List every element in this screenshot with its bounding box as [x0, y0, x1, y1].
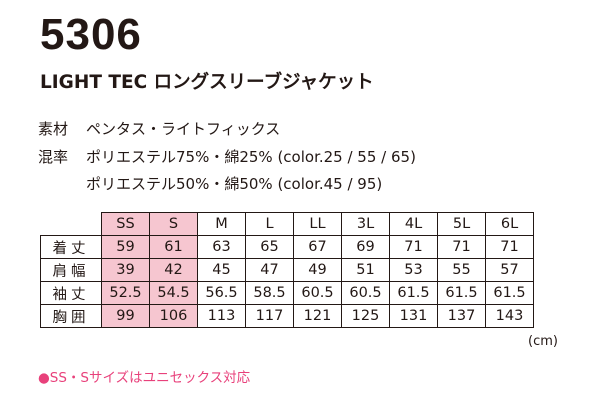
table-cell: 65	[245, 235, 294, 259]
size-header-row: SS S M L LL 3L 4L 5L 6L	[40, 212, 534, 236]
table-cell: 67	[293, 235, 342, 259]
size-header-4l: 4L	[389, 212, 438, 236]
table-cell: 137	[437, 304, 486, 328]
table-cell: 55	[437, 258, 486, 282]
table-cell: 58.5	[245, 281, 294, 305]
table-cell: 121	[293, 304, 342, 328]
table-cell: 71	[437, 235, 486, 259]
product-code: 5306	[40, 10, 142, 59]
table-cell: 53	[389, 258, 438, 282]
size-header-6l: 6L	[485, 212, 534, 236]
table-cell: 63	[197, 235, 246, 259]
table-row: 胸囲 99 106 113 117 121 125 131 137 143	[40, 304, 534, 328]
table-cell: 59	[101, 235, 150, 259]
table-cell: 42	[149, 258, 198, 282]
table-cell: 57	[485, 258, 534, 282]
table-cell: 69	[341, 235, 390, 259]
blend-line-1: ポリエステル75%・綿25% (color.25 / 55 / 65)	[86, 148, 416, 166]
size-header-l: L	[245, 212, 294, 236]
row-label-sleeve: 袖丈	[40, 281, 102, 305]
blend-label: 混率	[38, 148, 69, 166]
table-cell: 52.5	[101, 281, 150, 305]
size-header-m: M	[197, 212, 246, 236]
unit-label: (cm)	[528, 334, 558, 349]
size-header-5l: 5L	[437, 212, 486, 236]
row-label-length: 着丈	[40, 235, 102, 259]
table-cell: 39	[101, 258, 150, 282]
table-cell: 61.5	[389, 281, 438, 305]
table-cell: 60.5	[293, 281, 342, 305]
table-cell: 131	[389, 304, 438, 328]
row-label-chest: 胸囲	[40, 304, 102, 328]
table-cell: 47	[245, 258, 294, 282]
table-cell: 106	[149, 304, 198, 328]
material-row: 素材 ペンタス・ライトフィックス	[38, 118, 280, 139]
table-cell: 71	[389, 235, 438, 259]
table-cell: 49	[293, 258, 342, 282]
table-cell: 61.5	[437, 281, 486, 305]
table-row: 袖丈 52.5 54.5 56.5 58.5 60.5 60.5 61.5 61…	[40, 281, 534, 305]
material-value: ペンタス・ライトフィックス	[86, 120, 281, 138]
product-name: LIGHT TEC ロングスリーブジャケット	[40, 72, 374, 93]
table-cell: 61	[149, 235, 198, 259]
table-corner	[40, 212, 102, 236]
table-cell: 61.5	[485, 281, 534, 305]
table-cell: 60.5	[341, 281, 390, 305]
unisex-note: ●SS・Sサイズはユニセックス対応	[38, 370, 251, 386]
table-row: 肩幅 39 42 45 47 49 51 53 55 57	[40, 258, 534, 282]
size-header-3l: 3L	[341, 212, 390, 236]
table-cell: 143	[485, 304, 534, 328]
table-cell: 99	[101, 304, 150, 328]
table-cell: 45	[197, 258, 246, 282]
row-label-shoulder: 肩幅	[40, 258, 102, 282]
table-cell: 125	[341, 304, 390, 328]
table-cell: 54.5	[149, 281, 198, 305]
material-label: 素材	[38, 120, 69, 138]
blend-line-2: ポリエステル50%・綿50% (color.45 / 95)	[86, 175, 383, 193]
size-table: SS S M L LL 3L 4L 5L 6L 着丈 59 61 63 65 6…	[40, 212, 534, 328]
size-header-s: S	[149, 212, 198, 236]
table-cell: 113	[197, 304, 246, 328]
blend-row: 混率 ポリエステル75%・綿25% (color.25 / 55 / 65)	[38, 146, 416, 167]
size-header-ss: SS	[101, 212, 150, 236]
table-cell: 51	[341, 258, 390, 282]
table-cell: 117	[245, 304, 294, 328]
table-cell: 56.5	[197, 281, 246, 305]
size-header-ll: LL	[293, 212, 342, 236]
table-row: 着丈 59 61 63 65 67 69 71 71 71	[40, 235, 534, 259]
table-cell: 71	[485, 235, 534, 259]
